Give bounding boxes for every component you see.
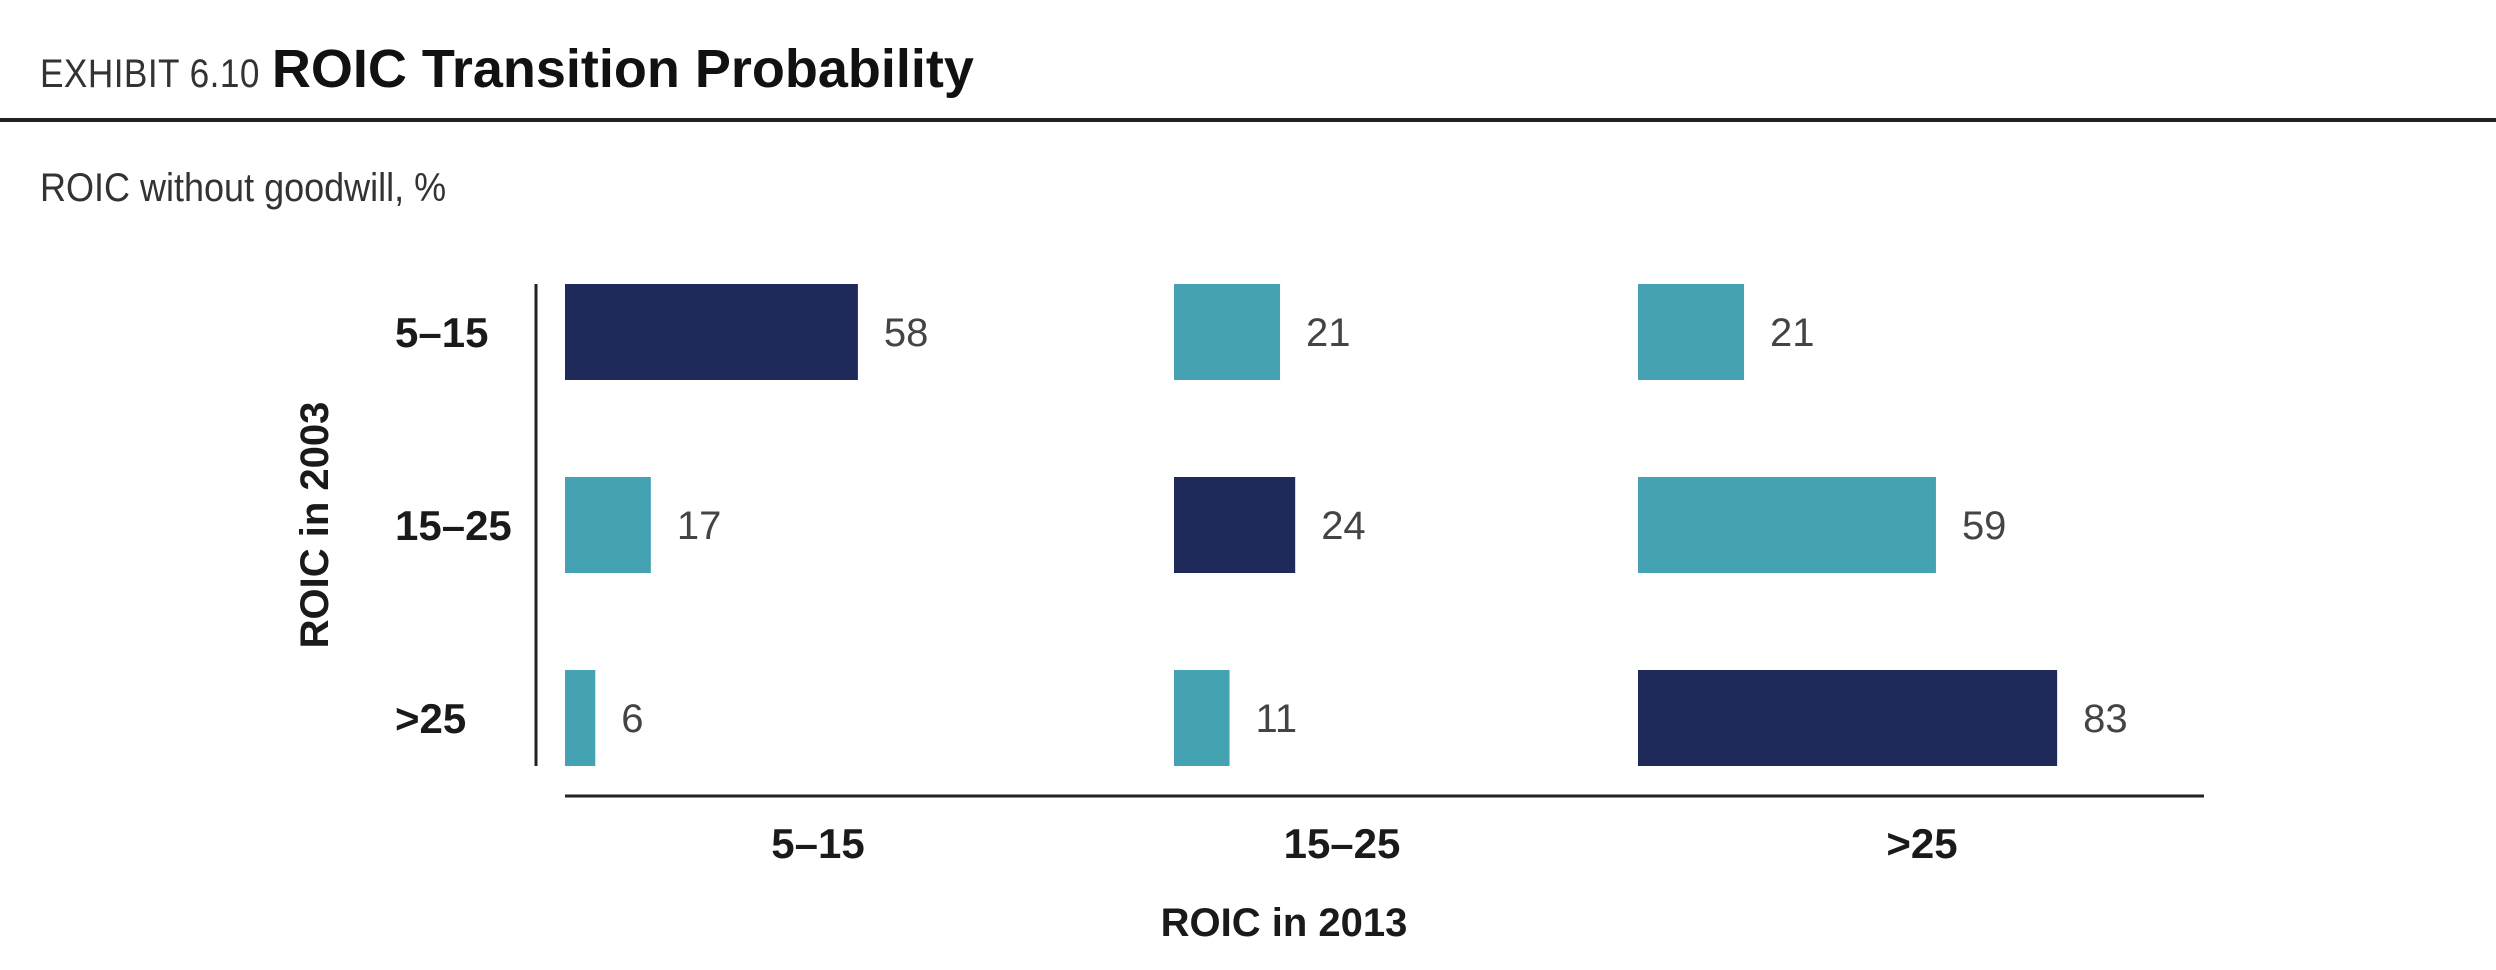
bar-5-15-to-15-25 <box>1174 284 1281 380</box>
exhibit-header: EXHIBIT 6.10 ROIC Transition Probability <box>40 38 974 108</box>
row-axis-title: ROIC in 2003 <box>293 402 337 649</box>
value-label-5-15-to-25: 21 <box>1770 311 1815 355</box>
value-label-15-25-to-5-15: 17 <box>677 504 722 548</box>
chart-subtitle: ROIC without goodwill, % <box>40 166 447 210</box>
bar-25-to-25 <box>1638 670 2058 766</box>
bar-25-to-5-15 <box>565 670 596 766</box>
value-label-25-to-25: 83 <box>2083 697 2128 741</box>
bar-5-15-to-25 <box>1638 284 1745 380</box>
value-label-25-to-5-15: 6 <box>621 697 643 741</box>
row-tick-label-5-15: 5–15 <box>395 309 488 356</box>
row-tick-label-15-25: 15–25 <box>395 502 512 549</box>
chart-title: ROIC Transition Probability <box>271 39 974 99</box>
value-label-25-to-15-25: 11 <box>1256 697 1298 741</box>
value-label-15-25-to-15-25: 24 <box>1321 504 1366 548</box>
column-tick-label-25: >25 <box>1886 820 1957 867</box>
column-tick-label-15-25: 15–25 <box>1284 820 1401 867</box>
column-axis-title: ROIC in 2013 <box>1161 901 1408 945</box>
value-label-5-15-to-5-15: 58 <box>884 311 929 355</box>
value-label-5-15-to-15-25: 21 <box>1306 311 1351 355</box>
bar-15-25-to-5-15 <box>565 477 651 573</box>
title-divider <box>0 118 2496 122</box>
bar-25-to-15-25 <box>1174 670 1230 766</box>
bar-15-25-to-15-25 <box>1174 477 1296 573</box>
bar-15-25-to-25 <box>1638 477 1936 573</box>
column-tick-label-5-15: 5–15 <box>771 820 864 867</box>
exhibit-number: EXHIBIT 6.10 <box>40 52 260 96</box>
value-label-15-25-to-25: 59 <box>1962 504 2007 548</box>
bar-5-15-to-5-15 <box>565 284 858 380</box>
row-tick-label-25: >25 <box>395 695 466 742</box>
